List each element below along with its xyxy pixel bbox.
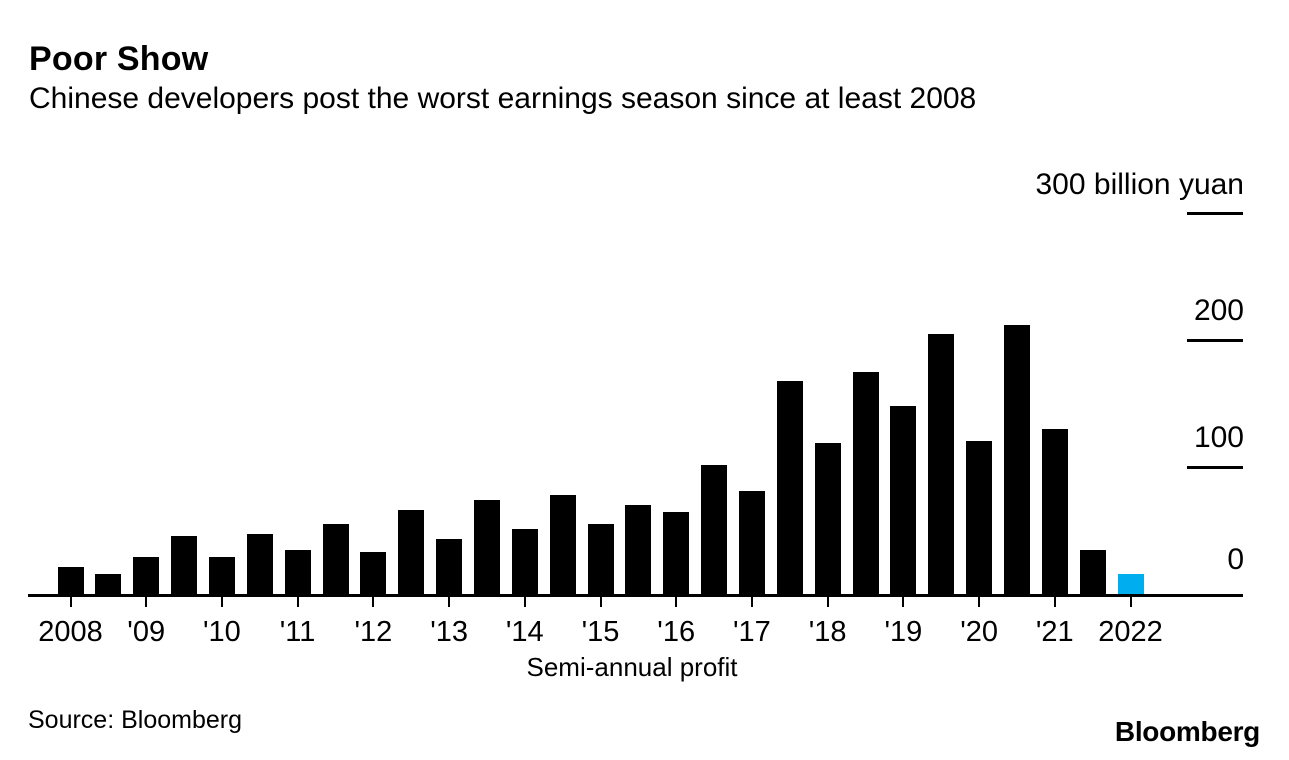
bloomberg-logo: Bloomberg [1114,716,1260,747]
x-axis-label-21: '21 [1035,616,1074,648]
bar-2020-h1 [966,441,993,594]
bar-2021-h2 [1079,550,1106,594]
x-axis-tick-12 [372,596,375,607]
x-axis-tick-19 [902,596,905,607]
x-axis-tick-14 [523,596,526,607]
bar-2008-h2 [95,574,122,594]
x-axis-label-11: '11 [279,616,316,648]
x-axis-label-15: '15 [581,616,620,648]
bar-2022-h1 [1117,574,1144,594]
x-axis-tick-21 [1053,596,1056,607]
x-axis-label-19: '19 [884,616,923,648]
x-axis-label-13: '13 [430,616,468,648]
y-axis-tick-200 [1187,338,1243,342]
y-axis-tick-100 [1187,465,1243,469]
chart-subtitle: Chinese developers post the worst earnin… [29,82,977,115]
x-axis-label-14: '14 [505,616,544,648]
x-axis-tick-13 [448,596,451,607]
x-axis-tick-09 [145,596,148,607]
y-axis-label-0: 0 [1227,543,1244,576]
y-axis-label-100: 100 [1193,421,1244,455]
x-axis-label-2022: 2022 [1098,616,1163,648]
bar-2013-h1 [436,539,463,594]
bar-2016-h2 [701,465,728,594]
x-axis-label-18: '18 [808,616,847,648]
bar-2014-h1 [511,529,538,594]
x-axis-tick-2008 [69,596,72,607]
bar-2018-h2 [852,372,879,594]
bar-2011-h2 [322,524,349,594]
x-axis-tick-18 [826,596,829,607]
bar-2018-h1 [814,443,841,594]
y-axis-label-300: 300 billion yuan [1035,167,1245,201]
bar-2008-h1 [57,567,84,594]
bar-2014-h2 [549,495,576,594]
bar-2009-h1 [133,557,160,594]
bar-2012-h2 [398,510,425,594]
x-axis-line [28,594,1243,597]
x-axis-tick-2022 [1129,596,1132,607]
y-axis-label-200: 200 [1193,294,1244,328]
x-axis-tick-16 [675,596,678,607]
x-axis-label-12: '12 [354,616,393,648]
bar-2019-h1 [890,406,917,594]
x-axis-tick-20 [978,596,981,607]
x-axis-label-09: '09 [127,616,166,648]
bar-2012-h1 [360,552,387,594]
x-axis-tick-17 [750,596,753,607]
chart-title: Poor Show [29,40,209,78]
y-axis-tick-300 [1187,212,1243,215]
x-axis-tick-11 [296,596,299,607]
bar-2015-h2 [625,505,652,594]
x-axis-title: Semi-annual profit [526,652,738,682]
bar-2020-h2 [1003,325,1030,594]
bar-2015-h1 [587,524,614,594]
bar-2011-h1 [284,550,311,594]
bar-2010-h1 [208,557,235,594]
x-axis-label-16: '16 [657,616,696,648]
bar-2017-h2 [776,381,803,594]
source-note: Source: Bloomberg [28,706,243,734]
bar-2016-h1 [663,512,690,594]
bar-2017-h1 [738,491,765,594]
bar-2009-h2 [171,536,198,594]
bar-2010-h2 [246,534,273,594]
x-axis-tick-15 [599,596,602,607]
x-axis-label-2008: 2008 [38,616,103,648]
x-axis-label-20: '20 [960,616,998,648]
bar-2013-h2 [473,500,500,594]
x-axis-label-10: '10 [202,616,241,648]
bar-2021-h1 [1041,429,1068,594]
x-axis-tick-10 [220,596,223,607]
bar-2019-h2 [928,334,955,594]
x-axis-label-17: '17 [732,616,771,648]
